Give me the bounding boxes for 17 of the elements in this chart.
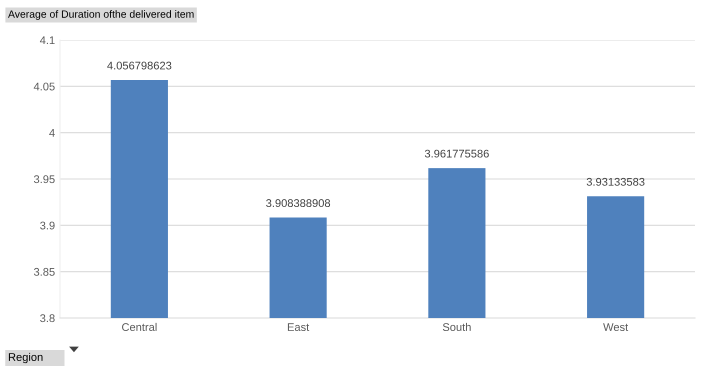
y-tick-label: 4.05	[34, 82, 55, 90]
data-label: 4.056798623	[107, 62, 172, 70]
y-tick-label: 3.9	[40, 222, 55, 230]
x-tick-label: South	[442, 322, 471, 332]
x-tick-label: East	[288, 323, 310, 332]
x-tick-label: West	[603, 323, 628, 332]
y-tick-label: 4.1	[40, 36, 55, 44]
y-tick-label: 4	[49, 129, 55, 137]
x-tick-label: Central	[122, 322, 157, 332]
y-tick-label: 3.85	[34, 268, 55, 276]
x-axis-title: Region	[8, 352, 42, 364]
chart-title: Average of Duration ofthe delivered item	[8, 10, 194, 20]
y-tick-label: 3.8	[40, 314, 55, 322]
data-label: 3.908388908	[266, 199, 330, 208]
y-tick-label: 3.95	[34, 175, 55, 184]
data-label: 3.93133583	[586, 178, 644, 186]
data-label: 3.961775586	[424, 150, 489, 158]
